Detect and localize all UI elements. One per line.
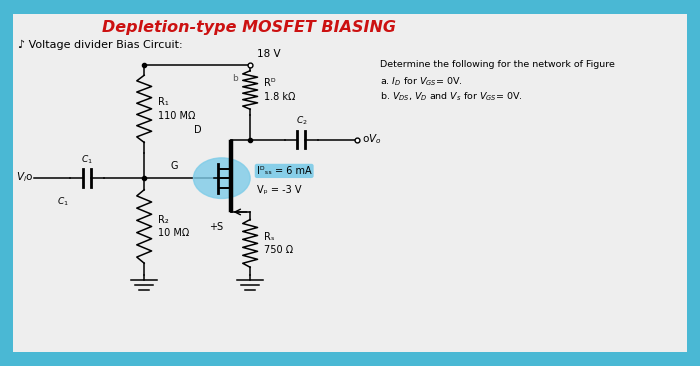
Text: D: D — [195, 125, 202, 135]
Text: $C_2$: $C_2$ — [295, 115, 307, 127]
Text: b. $V_{DS}$, $V_D$ and $V_s$ for $V_{GS}$= 0V.: b. $V_{DS}$, $V_D$ and $V_s$ for $V_{GS}… — [380, 91, 524, 103]
Text: ♪ Voltage divider Bias Circuit:: ♪ Voltage divider Bias Circuit: — [18, 40, 183, 51]
Text: Determine the following for the network of Figure: Determine the following for the network … — [380, 60, 615, 69]
Text: o$V_o$: o$V_o$ — [362, 132, 382, 146]
Circle shape — [193, 158, 250, 198]
Text: $V_i$o: $V_i$o — [15, 170, 33, 184]
Text: Iᴰₛₛ = 6 mA: Iᴰₛₛ = 6 mA — [257, 166, 312, 176]
Text: 18 V: 18 V — [257, 49, 281, 59]
Text: $C_1$: $C_1$ — [81, 153, 92, 165]
Text: 110 MΩ: 110 MΩ — [158, 111, 195, 121]
Text: +S: +S — [209, 222, 223, 232]
Text: Rₛ: Rₛ — [264, 232, 274, 242]
Text: R₁: R₁ — [158, 97, 169, 107]
Text: $C_1$: $C_1$ — [57, 195, 69, 208]
Text: Rᴰ: Rᴰ — [264, 78, 275, 88]
Text: b: b — [232, 74, 238, 83]
Text: 1.8 kΩ: 1.8 kΩ — [264, 92, 295, 102]
Text: Depletion-type MOSFET BIASING: Depletion-type MOSFET BIASING — [102, 20, 395, 35]
Text: 750 Ω: 750 Ω — [264, 245, 293, 255]
Text: G: G — [171, 161, 178, 171]
Text: Vₚ = -3 V: Vₚ = -3 V — [257, 185, 302, 195]
Text: a. $I_D$ for $V_{GS}$= 0V.: a. $I_D$ for $V_{GS}$= 0V. — [380, 75, 463, 88]
Text: R₂: R₂ — [158, 215, 169, 225]
Text: 10 MΩ: 10 MΩ — [158, 228, 189, 238]
